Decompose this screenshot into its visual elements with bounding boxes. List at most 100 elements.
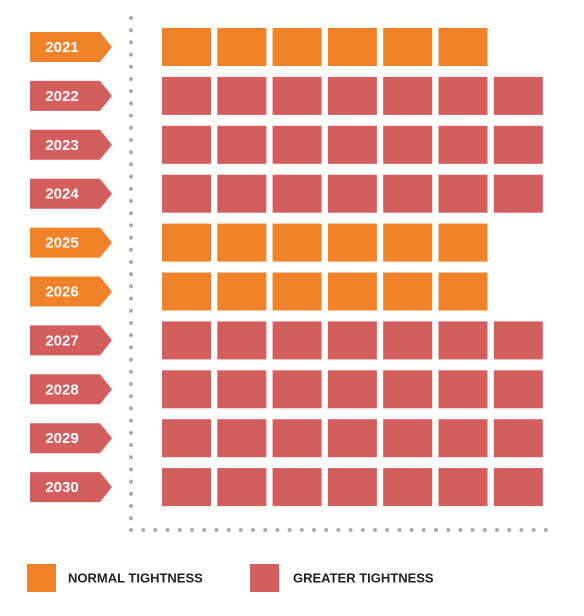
- axis-dot: [129, 223, 133, 228]
- year-label: 2026: [45, 283, 78, 300]
- axis-dot: [470, 528, 475, 532]
- axis-dot: [275, 528, 280, 532]
- year-tag: [30, 374, 112, 405]
- square: [162, 125, 211, 164]
- year-label: 2023: [45, 137, 78, 154]
- axis-dot: [129, 333, 133, 338]
- axis-dot: [421, 528, 426, 532]
- square: [438, 272, 488, 311]
- axis-dot: [129, 260, 133, 264]
- axis-dot: [129, 308, 133, 313]
- square: [327, 28, 377, 66]
- square: [217, 174, 267, 213]
- axis-dot: [129, 321, 133, 325]
- axis-dot: [129, 174, 133, 179]
- axis-dot: [214, 528, 219, 532]
- square: [383, 28, 433, 66]
- year-label: 2030: [45, 479, 78, 496]
- square: [162, 370, 211, 409]
- axis-dot: [458, 528, 463, 532]
- square: [272, 272, 322, 311]
- axis-dot: [129, 113, 133, 118]
- axis-dot: [238, 528, 243, 532]
- year-tag: [30, 472, 112, 503]
- axis-dot: [129, 394, 133, 399]
- square: [162, 419, 211, 458]
- axis-dot: [129, 345, 133, 350]
- axis-dot: [287, 528, 292, 532]
- axis-dot: [507, 528, 512, 532]
- square: [162, 272, 211, 311]
- axis-dot: [129, 369, 133, 374]
- year-label: 2024: [45, 186, 79, 203]
- axis-dot: [129, 296, 133, 301]
- axis-dot: [129, 284, 133, 289]
- axis-dot: [360, 528, 365, 532]
- square: [327, 468, 377, 507]
- axis-dot: [129, 491, 133, 496]
- axis-dot: [312, 528, 316, 532]
- square: [383, 76, 433, 115]
- square: [438, 223, 488, 262]
- axis-dot: [129, 382, 133, 386]
- axis-dot: [129, 186, 133, 191]
- square: [438, 419, 488, 458]
- square: [217, 321, 267, 360]
- square: [272, 321, 322, 360]
- year-label: 2022: [45, 88, 78, 105]
- square: [217, 468, 267, 507]
- axis-dot: [129, 418, 133, 423]
- axis-dot: [129, 101, 133, 106]
- axis-dot: [373, 528, 377, 532]
- square: [438, 370, 488, 409]
- year-tag: [30, 423, 112, 454]
- square: [162, 28, 211, 66]
- axis-dot: [129, 479, 133, 484]
- square: [272, 370, 322, 409]
- square: [383, 468, 433, 507]
- year-tag: [30, 80, 112, 111]
- axis-dot: [129, 40, 133, 45]
- year-tag: [30, 129, 112, 160]
- axis-dot: [226, 528, 231, 532]
- square: [327, 76, 377, 115]
- axis-dot: [129, 357, 133, 362]
- axis-dot: [129, 138, 133, 142]
- year-tag: [30, 227, 112, 258]
- axis-dot: [129, 272, 133, 277]
- square: [493, 321, 543, 360]
- axis-dot: [482, 528, 487, 532]
- square: [162, 76, 211, 115]
- axis-dot: [446, 528, 451, 532]
- axis-dot: [129, 467, 133, 472]
- axis-dot: [177, 528, 182, 532]
- axis-dot: [336, 528, 341, 532]
- square: [383, 223, 433, 262]
- square: [438, 468, 488, 507]
- axis-dot: [385, 528, 390, 532]
- year-label: 2029: [45, 430, 78, 447]
- axis-dot: [129, 199, 133, 203]
- axis-dot: [495, 528, 499, 532]
- axis-dot: [348, 528, 353, 532]
- axis-dot: [129, 211, 133, 216]
- square: [493, 370, 543, 409]
- square: [327, 272, 377, 311]
- square: [493, 468, 543, 507]
- square: [272, 125, 322, 164]
- square: [327, 125, 377, 164]
- legend-label: NORMAL TIGHTNESS: [68, 570, 203, 585]
- square: [217, 76, 267, 115]
- year-tag: [30, 178, 112, 209]
- square: [217, 272, 267, 311]
- axis-dot: [129, 28, 133, 33]
- axis-dot: [519, 528, 524, 532]
- square: [493, 125, 543, 164]
- square: [327, 321, 377, 360]
- axis-dot: [299, 528, 304, 532]
- square: [493, 174, 543, 213]
- square: [162, 174, 211, 213]
- axis-dot: [153, 528, 158, 532]
- square: [383, 419, 433, 458]
